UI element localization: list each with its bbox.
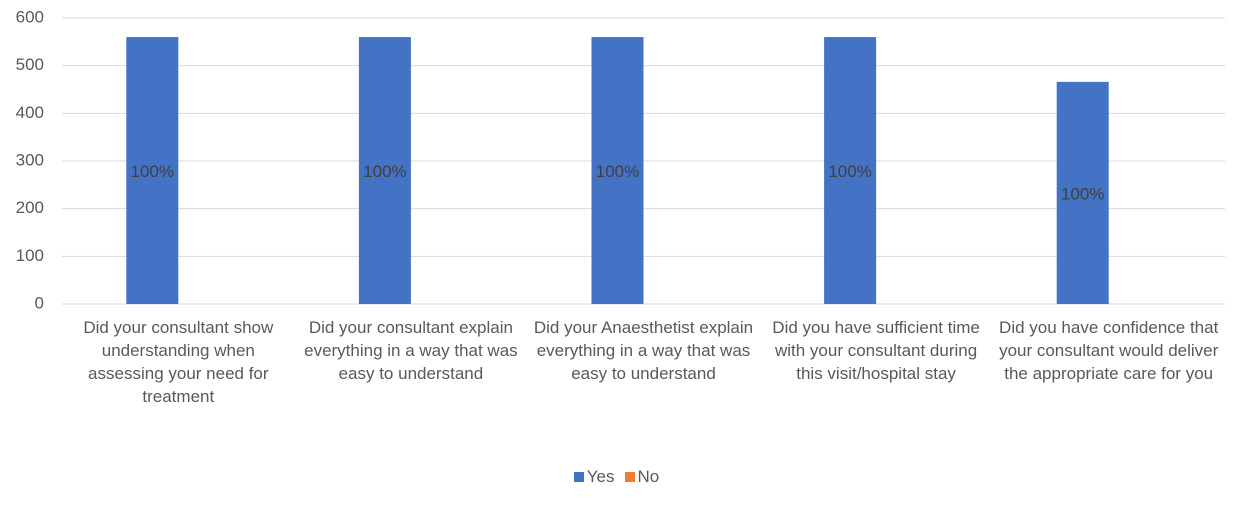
legend-swatch	[573, 472, 584, 482]
y-tick-label: 300	[16, 150, 44, 169]
x-tick-label: Did your consultant show understanding w…	[83, 318, 274, 406]
bar	[824, 37, 877, 305]
data-label: 100%	[363, 162, 406, 181]
bar	[126, 37, 179, 305]
x-tick-label: Did you have confidence that your consul…	[999, 318, 1219, 383]
x-tick-label: Did your Anaesthetist explain everything…	[533, 318, 754, 383]
y-tick-label: 500	[16, 55, 44, 74]
y-tick-label: 400	[16, 103, 44, 122]
data-label: 100%	[596, 162, 639, 181]
data-label: 100%	[1061, 184, 1104, 203]
bar	[358, 37, 411, 305]
legend-label: Yes	[586, 467, 615, 486]
legend-label: No	[637, 467, 660, 486]
legend: Yes No	[0, 467, 1233, 487]
x-tick-label: Did your consultant explain everything i…	[304, 318, 518, 383]
bar	[591, 37, 644, 305]
y-tick-label: 600	[16, 7, 44, 26]
legend-item: Yes	[573, 467, 615, 487]
y-tick-label: 100	[16, 246, 44, 265]
legend-item: No	[624, 467, 660, 487]
y-tick-label: 200	[16, 198, 44, 217]
data-label: 100%	[131, 162, 174, 181]
data-label: 100%	[828, 162, 871, 181]
bar	[1056, 81, 1109, 304]
y-tick-label: 0	[35, 293, 44, 312]
x-tick-label: Did you have sufficient time with your c…	[772, 318, 980, 383]
legend-swatch	[624, 472, 635, 482]
